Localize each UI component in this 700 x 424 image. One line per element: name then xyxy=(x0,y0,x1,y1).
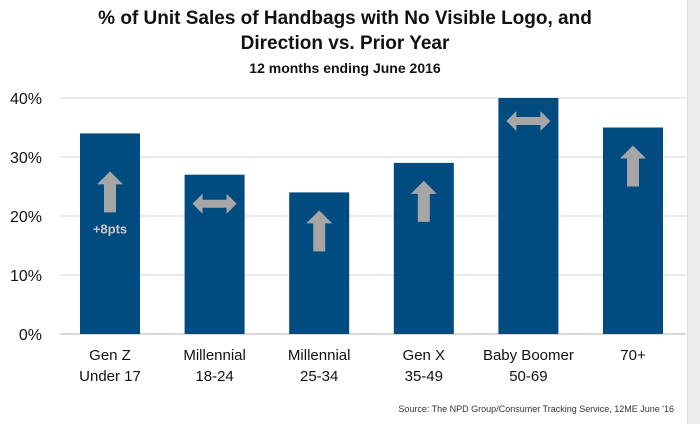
x-tick-label: Millennial xyxy=(183,347,246,364)
y-tick-label: 30% xyxy=(10,150,42,167)
x-tick-label: Gen X xyxy=(403,347,446,364)
arrow-up-icon xyxy=(306,210,333,252)
source-note: Source: The NPD Group/Consumer Tracking … xyxy=(398,404,674,414)
chart-subtitle: 12 months ending June 2016 xyxy=(249,60,441,76)
x-tick-label: Gen Z xyxy=(89,347,131,364)
bar xyxy=(80,133,140,334)
y-tick-label: 20% xyxy=(10,209,42,226)
bar xyxy=(184,174,245,334)
y-tick-label: 0% xyxy=(19,327,42,344)
x-tick-label: 50-69 xyxy=(509,368,547,385)
x-tick-label: Baby Boomer xyxy=(483,347,574,364)
bar-annotation: +8pts xyxy=(93,221,127,236)
arrow-up-icon xyxy=(620,145,646,187)
y-tick-label: 40% xyxy=(10,91,42,108)
y-tick-label: 10% xyxy=(10,268,42,285)
bar xyxy=(498,98,559,334)
arrow-up-icon xyxy=(97,171,123,213)
chart-title-line-1: % of Unit Sales of Handbags with No Visi… xyxy=(98,8,592,29)
arrow-up-icon xyxy=(410,180,437,222)
x-tick-label: 18-24 xyxy=(195,368,233,385)
right-border-strip xyxy=(687,0,700,424)
x-tick-label: 25-34 xyxy=(300,368,338,385)
arrow-horizontal-icon xyxy=(192,193,237,214)
x-tick-label: 70+ xyxy=(620,347,646,364)
chart-title-line-2: Direction vs. Prior Year xyxy=(240,33,450,54)
x-tick-label: 35-49 xyxy=(405,368,443,385)
arrow-horizontal-icon xyxy=(506,111,551,131)
x-tick-label: Under 17 xyxy=(79,368,141,385)
x-tick-label: Millennial xyxy=(288,347,351,364)
